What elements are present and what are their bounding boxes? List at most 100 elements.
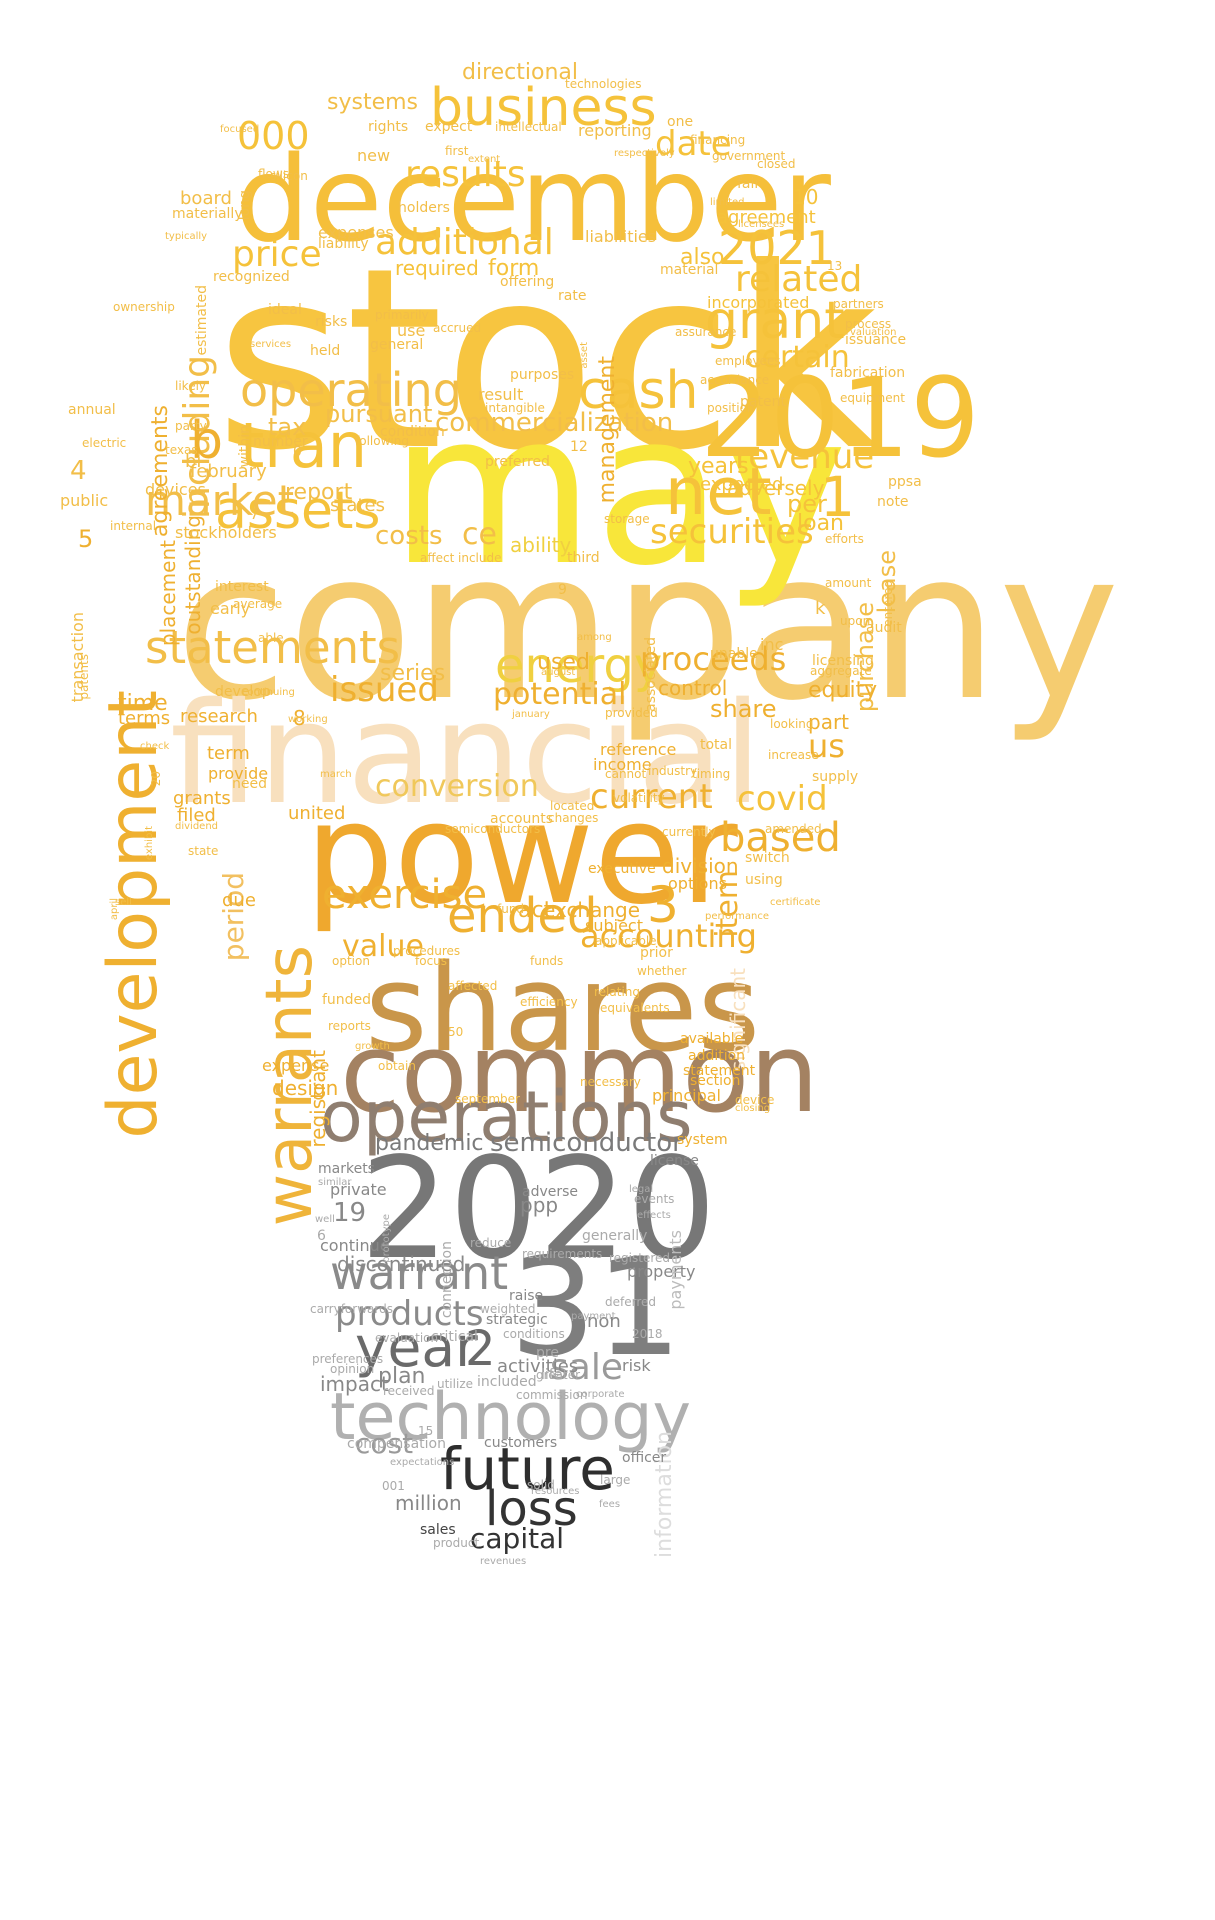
- word-executive: executive: [588, 861, 656, 877]
- word-operating: operating: [240, 363, 462, 417]
- word-income: income: [593, 755, 652, 774]
- word-reference: reference: [600, 740, 677, 759]
- word-patents: patents: [77, 654, 91, 700]
- word-2: 2: [465, 1321, 496, 1377]
- word-semiconductor: semiconductor: [490, 1128, 683, 1158]
- word-power: power: [305, 773, 738, 936]
- word-13: 13: [827, 259, 843, 273]
- word-changes: changes: [548, 811, 599, 825]
- word-filed: filed: [177, 805, 216, 826]
- word-proceeds: proceeds: [640, 640, 787, 678]
- word-total: total: [700, 737, 733, 753]
- word-directional: directional: [462, 60, 579, 85]
- word-equipment: equipment: [840, 391, 905, 405]
- word-use: use: [397, 321, 426, 340]
- word-business: business: [430, 78, 657, 138]
- word-risk: risk: [622, 1356, 651, 1375]
- word-expected: expected: [700, 474, 784, 495]
- word-primarily: primarily: [375, 308, 429, 322]
- word-licensees: licensees: [738, 219, 785, 230]
- word-additional: additional: [375, 222, 554, 263]
- word-payment: payment: [571, 1311, 616, 1322]
- word-ce: ce: [462, 517, 497, 552]
- word-1: 1: [820, 465, 855, 529]
- word-000: 000: [237, 114, 310, 158]
- word-process: process: [845, 317, 892, 331]
- word-carryforwards: carryforwards: [310, 1302, 393, 1316]
- word-able: able: [258, 631, 284, 645]
- word-assets: assets: [215, 481, 381, 541]
- word-private: private: [330, 1180, 387, 1199]
- word-fund: fund: [497, 902, 525, 916]
- word-devices: devices: [145, 480, 206, 499]
- word-assurance: assurance: [675, 325, 737, 339]
- word-affected: affected: [448, 979, 498, 993]
- word-fees: fees: [599, 1499, 621, 1510]
- word-include: include: [458, 551, 502, 565]
- word-reporting: reporting: [578, 121, 652, 140]
- word-officer: officer: [622, 1450, 667, 1466]
- word-affect: affect: [420, 551, 455, 565]
- word-stock: stock: [215, 214, 879, 505]
- word-offering: offering: [500, 274, 555, 290]
- word-effects: effects: [637, 1210, 671, 1221]
- word-future: future: [440, 1435, 615, 1503]
- word-currently: currently: [662, 825, 716, 839]
- word-government: government: [712, 149, 786, 163]
- word-products: products: [335, 1294, 484, 1334]
- word-ideal: ideal: [268, 302, 302, 318]
- word-opinion: opinion: [330, 1362, 375, 1376]
- word-division: division: [662, 854, 739, 878]
- word-impact: impact: [320, 1372, 389, 1396]
- word-accordance: accordance: [700, 373, 770, 387]
- word-procedures: procedures: [393, 944, 461, 958]
- word-results: results: [405, 154, 526, 195]
- word-report: report: [285, 480, 353, 505]
- word-50: 50: [448, 1025, 464, 1039]
- word-applicable: applicable: [595, 934, 657, 948]
- word-stockholders: stockholders: [175, 523, 277, 542]
- word-entered: entered: [881, 580, 895, 627]
- word-plan: plan: [378, 1364, 426, 1389]
- word-7: 7: [250, 507, 259, 523]
- word-options: options: [668, 874, 727, 893]
- word-holders: holders: [398, 200, 450, 216]
- word-commission: commission: [516, 1388, 588, 1402]
- word-customers: customers: [484, 1435, 558, 1451]
- word-fair: fair: [737, 176, 761, 192]
- word-continue: continue: [320, 1236, 390, 1255]
- word-liabilities: liabilities: [585, 227, 657, 246]
- word-9: 9: [558, 582, 567, 598]
- word-section: section: [690, 1073, 741, 1089]
- word-principal: principal: [652, 1086, 721, 1105]
- word-third: third: [567, 550, 600, 566]
- word-control: control: [658, 676, 728, 700]
- word-rights: rights: [368, 119, 409, 135]
- word-potential: potential: [493, 677, 627, 712]
- word-part: part: [808, 710, 850, 734]
- word-company: company: [175, 508, 1120, 746]
- word-working: working: [288, 714, 328, 725]
- word-securities: securities: [650, 512, 814, 552]
- word-fabrication: fabrication: [830, 365, 906, 381]
- word-sale: sale: [550, 1347, 623, 1388]
- word-series: series: [380, 661, 446, 686]
- word-3: 3: [647, 876, 679, 934]
- word-similar: similar: [318, 1177, 352, 1188]
- word-8: 8: [293, 706, 306, 730]
- word-accounting: accounting: [580, 917, 757, 955]
- word-certificate: certificate: [770, 897, 821, 908]
- word-4: 4: [70, 456, 87, 486]
- word-employees: employees: [715, 354, 781, 368]
- word-expense: expense: [262, 1056, 330, 1075]
- word-raise: raise: [509, 1288, 544, 1304]
- word-tax: tax: [268, 413, 307, 441]
- word-2021: 2021: [718, 221, 836, 275]
- word-bi: bi: [185, 451, 202, 472]
- word-accounts: accounts: [490, 811, 554, 827]
- word-001: 001: [382, 1479, 405, 1493]
- word-extent: extent: [468, 154, 501, 165]
- word-technology: technology: [330, 1380, 691, 1455]
- word-markets: markets: [318, 1161, 375, 1177]
- word-check: check: [140, 741, 170, 752]
